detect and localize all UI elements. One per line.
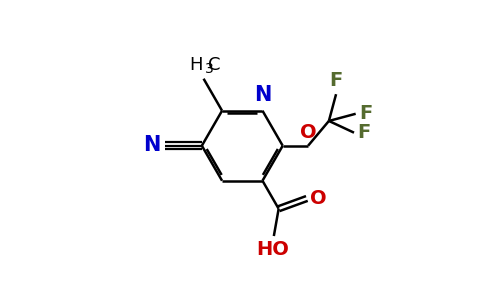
Text: N: N: [254, 85, 272, 105]
Text: F: F: [359, 104, 372, 123]
Text: O: O: [300, 123, 317, 142]
Text: 3: 3: [205, 62, 214, 76]
Text: HO: HO: [256, 240, 289, 259]
Text: O: O: [310, 188, 327, 208]
Text: F: F: [330, 71, 343, 91]
Text: F: F: [357, 123, 371, 142]
Text: H: H: [189, 56, 202, 74]
Text: N: N: [143, 136, 161, 155]
Text: C: C: [208, 56, 221, 74]
